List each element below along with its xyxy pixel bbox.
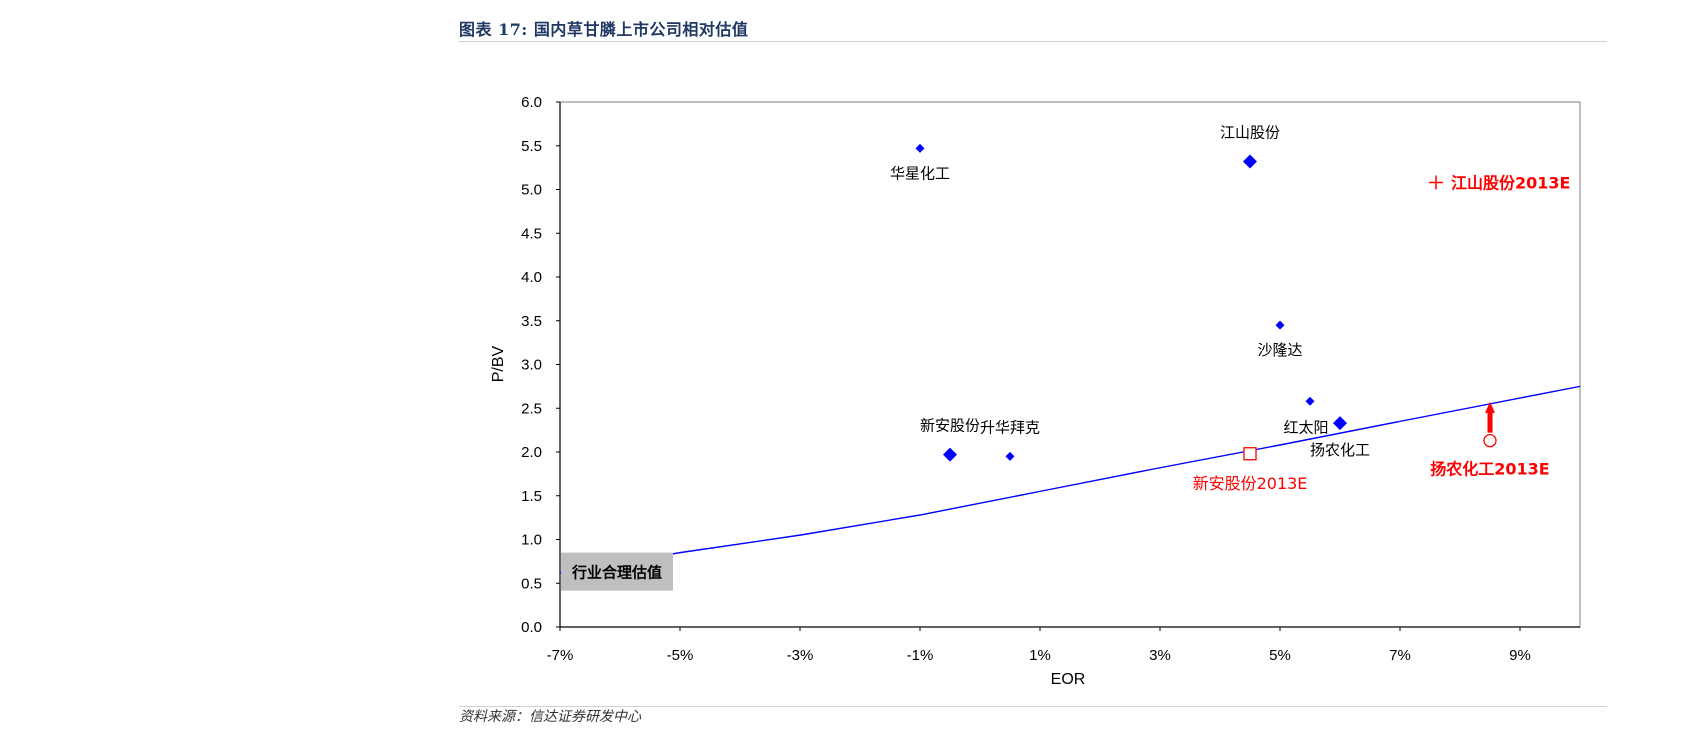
chart-axes: 0.0 0.5 1.0 1.5 2.0 2.5 3.0 3.5 4.0 4.5 5.0 5.5 6.0 -… [521, 94, 1581, 664]
company-point [943, 447, 957, 462]
y-tick-label: 4.0 [521, 269, 542, 286]
source-note: 资料来源：信达证券研发中心 [459, 709, 641, 725]
company-label: 扬农化工 [1310, 441, 1370, 459]
estimate-label: 新安股份2013E [1193, 474, 1308, 493]
y-tick-label: 1.5 [521, 488, 542, 505]
company-label: 新安股份 [920, 417, 980, 435]
company-point [1005, 451, 1015, 461]
company-point [1275, 320, 1285, 330]
fair-value-label: 行业合理估值 [571, 564, 662, 582]
x-tick-label: 9% [1509, 647, 1531, 664]
y-tick-label: 6.0 [521, 94, 542, 111]
estimate-arrow-head [1485, 401, 1495, 413]
y-tick-label: 2.5 [521, 400, 542, 417]
y-tick-label: 4.5 [521, 225, 542, 242]
y-tick-label: 0.5 [521, 575, 542, 592]
company-point [1243, 154, 1257, 169]
figure-title: 图表 17: 国内草甘膦上市公司相对估值 [459, 20, 749, 39]
estimate-label: 扬农化工2013E [1430, 460, 1549, 479]
estimate-marker-circle [1483, 433, 1497, 448]
company-point [1333, 416, 1347, 431]
y-axis-label: P/BV [490, 345, 507, 382]
x-tick-label: -1% [907, 647, 934, 664]
y-tick-label: 3.5 [521, 313, 542, 330]
x-tick-label: 1% [1029, 647, 1051, 664]
x-tick-label: 5% [1269, 647, 1291, 664]
y-tick-label: 0.0 [521, 619, 542, 636]
company-label: 红太阳 [1283, 418, 1328, 436]
estimate-points: 江山股份2013E 新安股份2013E 扬农化工2013E [1193, 174, 1571, 493]
fair-value-label-box [561, 552, 673, 591]
x-tick-label: -5% [667, 647, 694, 664]
title-divider [459, 41, 1607, 42]
estimate-marker-square [1243, 447, 1257, 461]
y-tick-label: 3.0 [521, 357, 542, 374]
y-tick-label: 5.5 [521, 138, 542, 155]
y-tick-label: 2.0 [521, 444, 542, 461]
estimate-label: 江山股份2013E [1451, 174, 1570, 193]
y-tick-label: 1.0 [521, 532, 542, 549]
x-tick-label: -3% [787, 647, 814, 664]
y-tick-label: 5.0 [521, 182, 542, 199]
company-point [915, 143, 925, 153]
company-label: 升华拜克 [980, 418, 1040, 436]
source-divider [459, 706, 1607, 707]
company-label: 沙隆达 [1257, 341, 1302, 359]
company-point [1305, 396, 1315, 406]
x-tick-label: -7% [547, 647, 574, 664]
fair-value-line [559, 385, 1581, 574]
fair-value-line-group: 行业合理估值 [559, 385, 1581, 591]
company-label: 华星化工 [890, 164, 950, 182]
x-tick-label: 7% [1389, 647, 1411, 664]
x-axis-label: EOR [1051, 671, 1086, 688]
company-label: 江山股份 [1220, 124, 1280, 142]
x-tick-label: 3% [1149, 647, 1171, 664]
